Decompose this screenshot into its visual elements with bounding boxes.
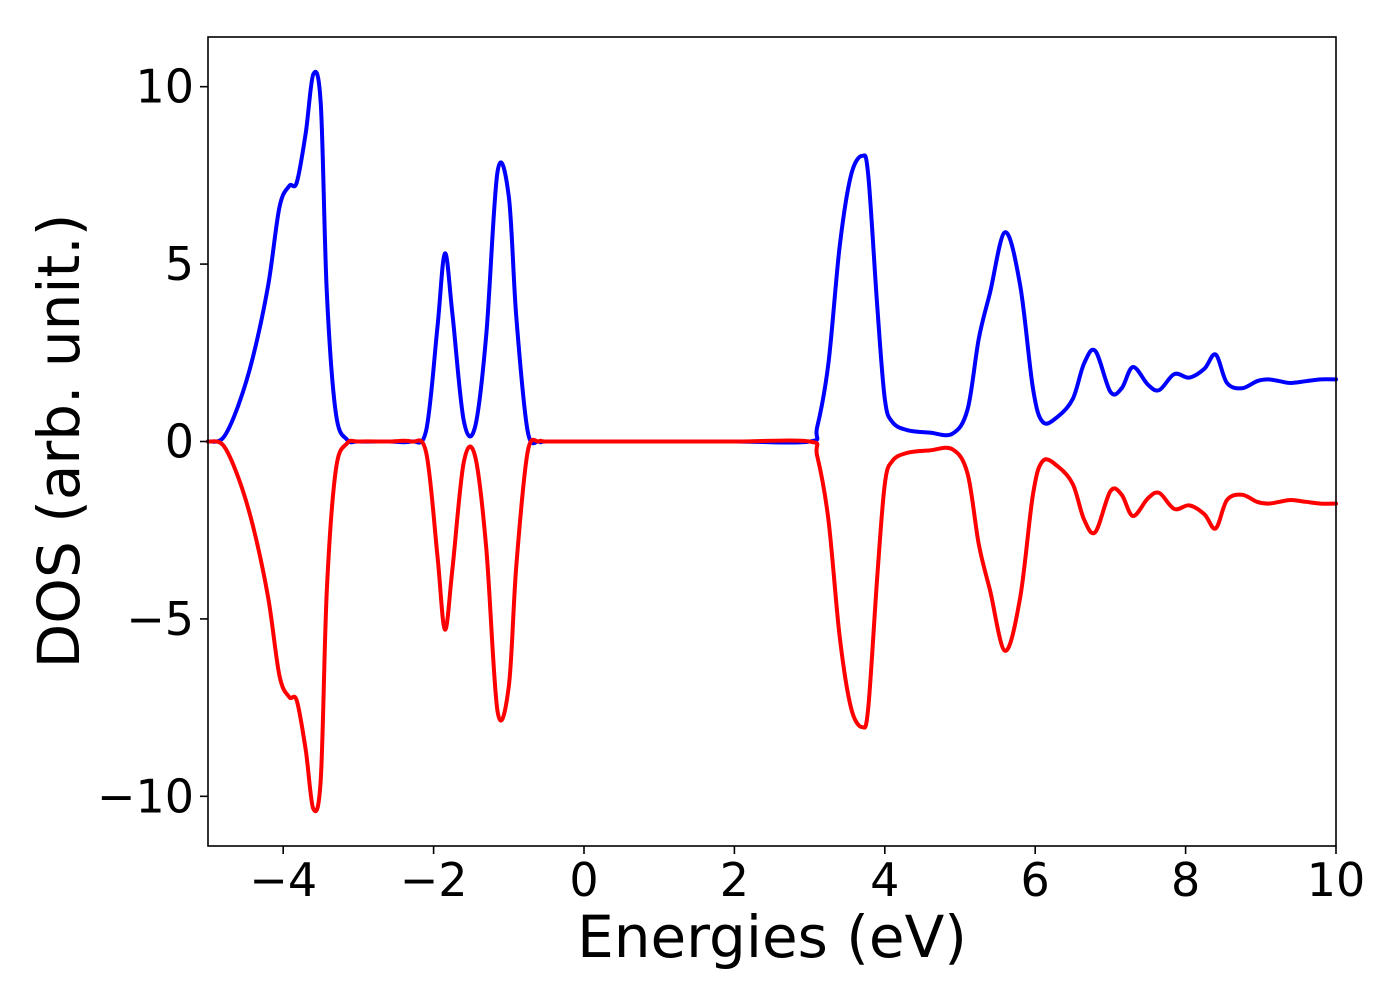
y-tick-label: −10 xyxy=(97,769,194,823)
y-axis-label: DOS (arb. unit.) xyxy=(25,214,93,669)
x-tick-label: 4 xyxy=(870,853,899,907)
x-axis-label: Energies (eV) xyxy=(577,903,967,971)
y-tick-label: 0 xyxy=(165,415,194,469)
y-tick-label: 10 xyxy=(135,60,194,114)
x-tick-label: 10 xyxy=(1307,853,1366,907)
tick-layer: −4 −2 0 2 4 6 8 10 10 5 0 −5 −10 xyxy=(97,60,1365,907)
x-tick-label: 2 xyxy=(720,853,749,907)
y-tick-label: −5 xyxy=(126,592,194,646)
series-layer xyxy=(206,69,1338,814)
x-tick-label: −2 xyxy=(400,853,468,907)
x-tick-label: 6 xyxy=(1021,853,1050,907)
spin-down-dos-line xyxy=(206,437,1338,814)
x-tick-label: −4 xyxy=(249,853,317,907)
x-tick-label: 0 xyxy=(569,853,598,907)
spin-up-dos-line xyxy=(206,69,1338,446)
x-tick-label: 8 xyxy=(1171,853,1200,907)
y-tick-label: 5 xyxy=(165,237,194,291)
